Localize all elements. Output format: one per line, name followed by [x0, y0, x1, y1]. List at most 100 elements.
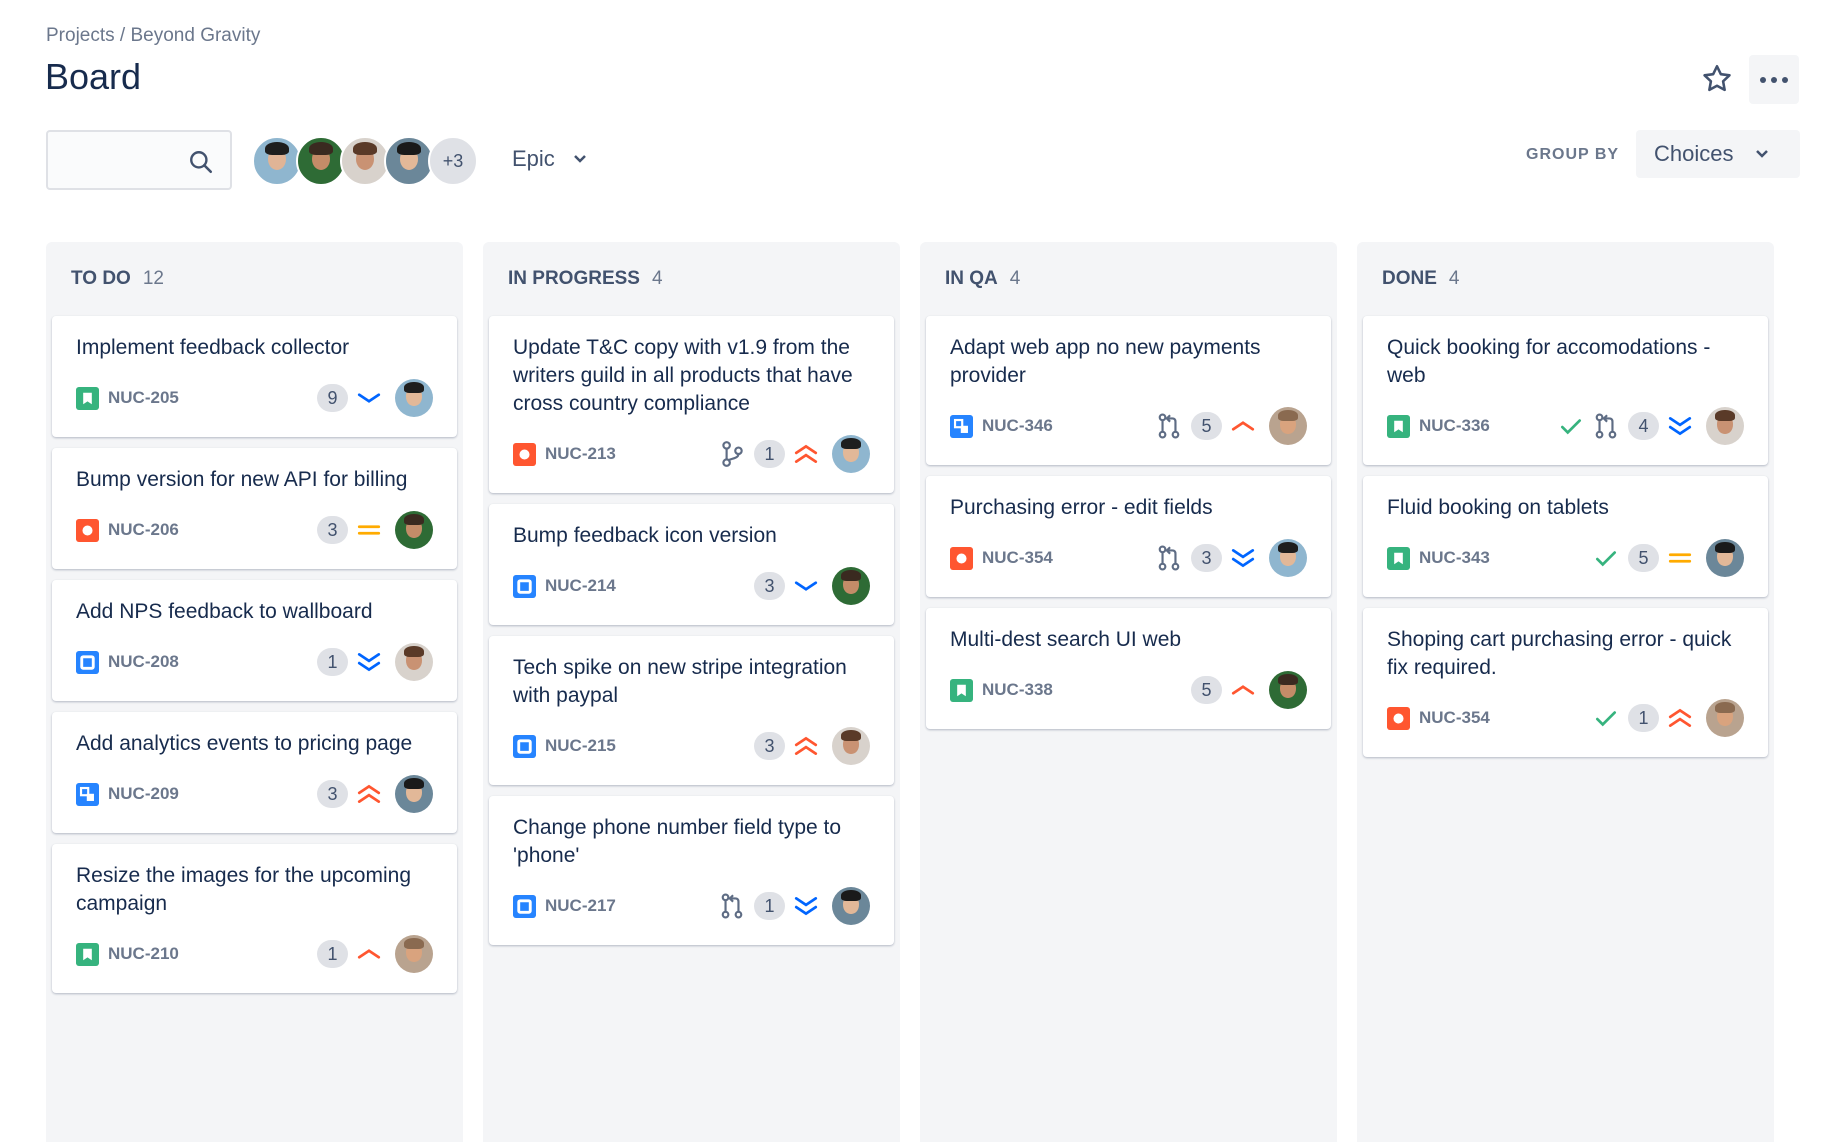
issue-card[interactable]: Multi-dest search UI web NUC-338 5: [926, 608, 1331, 729]
column-name: DONE: [1382, 268, 1437, 289]
assignee-avatar[interactable]: [832, 727, 870, 765]
assignee-avatar[interactable]: [1706, 539, 1744, 577]
assignee-avatar[interactable]: [1706, 699, 1744, 737]
issue-card[interactable]: Change phone number field type to 'phone…: [489, 796, 894, 945]
priority-high-icon: [1230, 413, 1256, 439]
avatar[interactable]: [252, 136, 302, 186]
assignee-avatar[interactable]: [1269, 407, 1307, 445]
issue-key[interactable]: NUC-206: [108, 520, 179, 539]
check-icon: [1593, 705, 1619, 731]
column-name: TO DO: [71, 268, 131, 289]
issue-title: Shoping cart purchasing error - quick fi…: [1387, 628, 1732, 679]
assignee-avatar[interactable]: [1269, 671, 1307, 709]
issue-key[interactable]: NUC-343: [1419, 548, 1490, 567]
assignee-avatar[interactable]: [395, 379, 433, 417]
story-icon: [1387, 414, 1410, 438]
pull-request-icon[interactable]: [1156, 412, 1182, 440]
issue-card[interactable]: Shoping cart purchasing error - quick fi…: [1363, 608, 1768, 757]
assignee-avatar[interactable]: [832, 567, 870, 605]
search-input[interactable]: [46, 130, 232, 190]
assignee-filter[interactable]: +3: [252, 136, 478, 186]
priority-highest-icon: [793, 733, 819, 759]
issue-key[interactable]: NUC-213: [545, 444, 616, 463]
bug-icon: [950, 546, 973, 570]
pull-request-icon[interactable]: [1156, 544, 1182, 572]
story-icon: [76, 942, 99, 966]
issue-title: Fluid booking on tablets: [1387, 496, 1609, 519]
issue-card[interactable]: Update T&C copy with v1.9 from the write…: [489, 316, 894, 493]
issue-key[interactable]: NUC-354: [1419, 708, 1490, 727]
issue-title: Quick booking for accomodations - web: [1387, 336, 1711, 387]
epic-label: Epic: [512, 146, 555, 171]
issue-key[interactable]: NUC-208: [108, 652, 179, 671]
story-icon: [76, 386, 99, 410]
issue-card[interactable]: Quick booking for accomodations - web NU…: [1363, 316, 1768, 465]
column-count: 4: [651, 268, 663, 289]
column-count: 4: [1448, 268, 1460, 289]
column-name: IN PROGRESS: [508, 268, 640, 289]
star-icon[interactable]: [1700, 62, 1734, 96]
assignee-avatar[interactable]: [395, 935, 433, 973]
assignee-avatar[interactable]: [1706, 407, 1744, 445]
story-points-badge: 5: [1628, 544, 1659, 572]
issue-card[interactable]: Adapt web app no new payments provider N…: [926, 316, 1331, 465]
issue-title: Change phone number field type to 'phone…: [513, 816, 842, 867]
chevron-down-icon: [1756, 150, 1769, 158]
issue-key[interactable]: NUC-217: [545, 896, 616, 915]
branch-icon[interactable]: [719, 440, 745, 468]
issue-title: Add NPS feedback to wallboard: [76, 600, 373, 623]
issue-card[interactable]: Resize the images for the upcoming campa…: [52, 844, 457, 993]
issue-key[interactable]: NUC-336: [1419, 416, 1490, 435]
issue-key[interactable]: NUC-215: [545, 736, 616, 755]
column-header: DONE 4: [1363, 242, 1768, 316]
issue-card[interactable]: Implement feedback collector NUC-205 9: [52, 316, 457, 437]
issue-card[interactable]: Purchasing error - edit fields NUC-354 3: [926, 476, 1331, 597]
priority-highest-icon: [793, 441, 819, 467]
issue-card[interactable]: Add NPS feedback to wallboard NUC-208 1: [52, 580, 457, 701]
column-header: TO DO 12: [52, 242, 457, 316]
more-actions-button[interactable]: [1749, 55, 1799, 104]
assignee-avatar[interactable]: [395, 511, 433, 549]
issue-card[interactable]: Add analytics events to pricing page NUC…: [52, 712, 457, 833]
story-points-badge: 4: [1628, 412, 1659, 440]
story-points-badge: 1: [754, 440, 785, 468]
assignee-avatar[interactable]: [395, 643, 433, 681]
group-by-dropdown[interactable]: Choices: [1636, 130, 1800, 178]
epic-dropdown[interactable]: Epic: [512, 146, 587, 172]
issue-card[interactable]: Bump feedback icon version NUC-214 3: [489, 504, 894, 625]
issue-key[interactable]: NUC-346: [982, 416, 1053, 435]
story-points-badge: 3: [1191, 544, 1222, 572]
assignee-avatar[interactable]: [395, 775, 433, 813]
avatar[interactable]: [384, 136, 434, 186]
assignee-avatar[interactable]: [832, 435, 870, 473]
issue-title: Add analytics events to pricing page: [76, 732, 413, 755]
issue-key[interactable]: NUC-205: [108, 388, 179, 407]
more-assignees-button[interactable]: +3: [428, 136, 478, 186]
pull-request-icon[interactable]: [1593, 412, 1619, 440]
issue-title: Tech spike on new stripe integration wit…: [513, 656, 847, 707]
avatar[interactable]: [340, 136, 390, 186]
breadcrumb[interactable]: Projects / Beyond Gravity: [46, 25, 261, 46]
assignee-avatar[interactable]: [1269, 539, 1307, 577]
task-icon: [513, 574, 536, 598]
pull-request-icon[interactable]: [719, 892, 745, 920]
story-points-badge: 3: [754, 572, 785, 600]
issue-key[interactable]: NUC-210: [108, 944, 179, 963]
story-points-badge: 1: [317, 940, 348, 968]
issue-title: Multi-dest search UI web: [950, 628, 1182, 651]
issue-key[interactable]: NUC-209: [108, 784, 179, 803]
issue-card[interactable]: Bump version for new API for billing NUC…: [52, 448, 457, 569]
issue-card[interactable]: Tech spike on new stripe integration wit…: [489, 636, 894, 785]
issue-card[interactable]: Fluid booking on tablets NUC-343 5: [1363, 476, 1768, 597]
issue-key[interactable]: NUC-214: [545, 576, 616, 595]
avatar[interactable]: [296, 136, 346, 186]
issue-title: Resize the images for the upcoming campa…: [76, 864, 412, 915]
task-icon: [513, 894, 536, 918]
column-count: 4: [1009, 268, 1021, 289]
task-icon: [76, 650, 99, 674]
issue-key[interactable]: NUC-354: [982, 548, 1053, 567]
assignee-avatar[interactable]: [832, 887, 870, 925]
check-icon: [1593, 545, 1619, 571]
issue-key[interactable]: NUC-338: [982, 680, 1053, 699]
story-icon: [1387, 546, 1410, 570]
